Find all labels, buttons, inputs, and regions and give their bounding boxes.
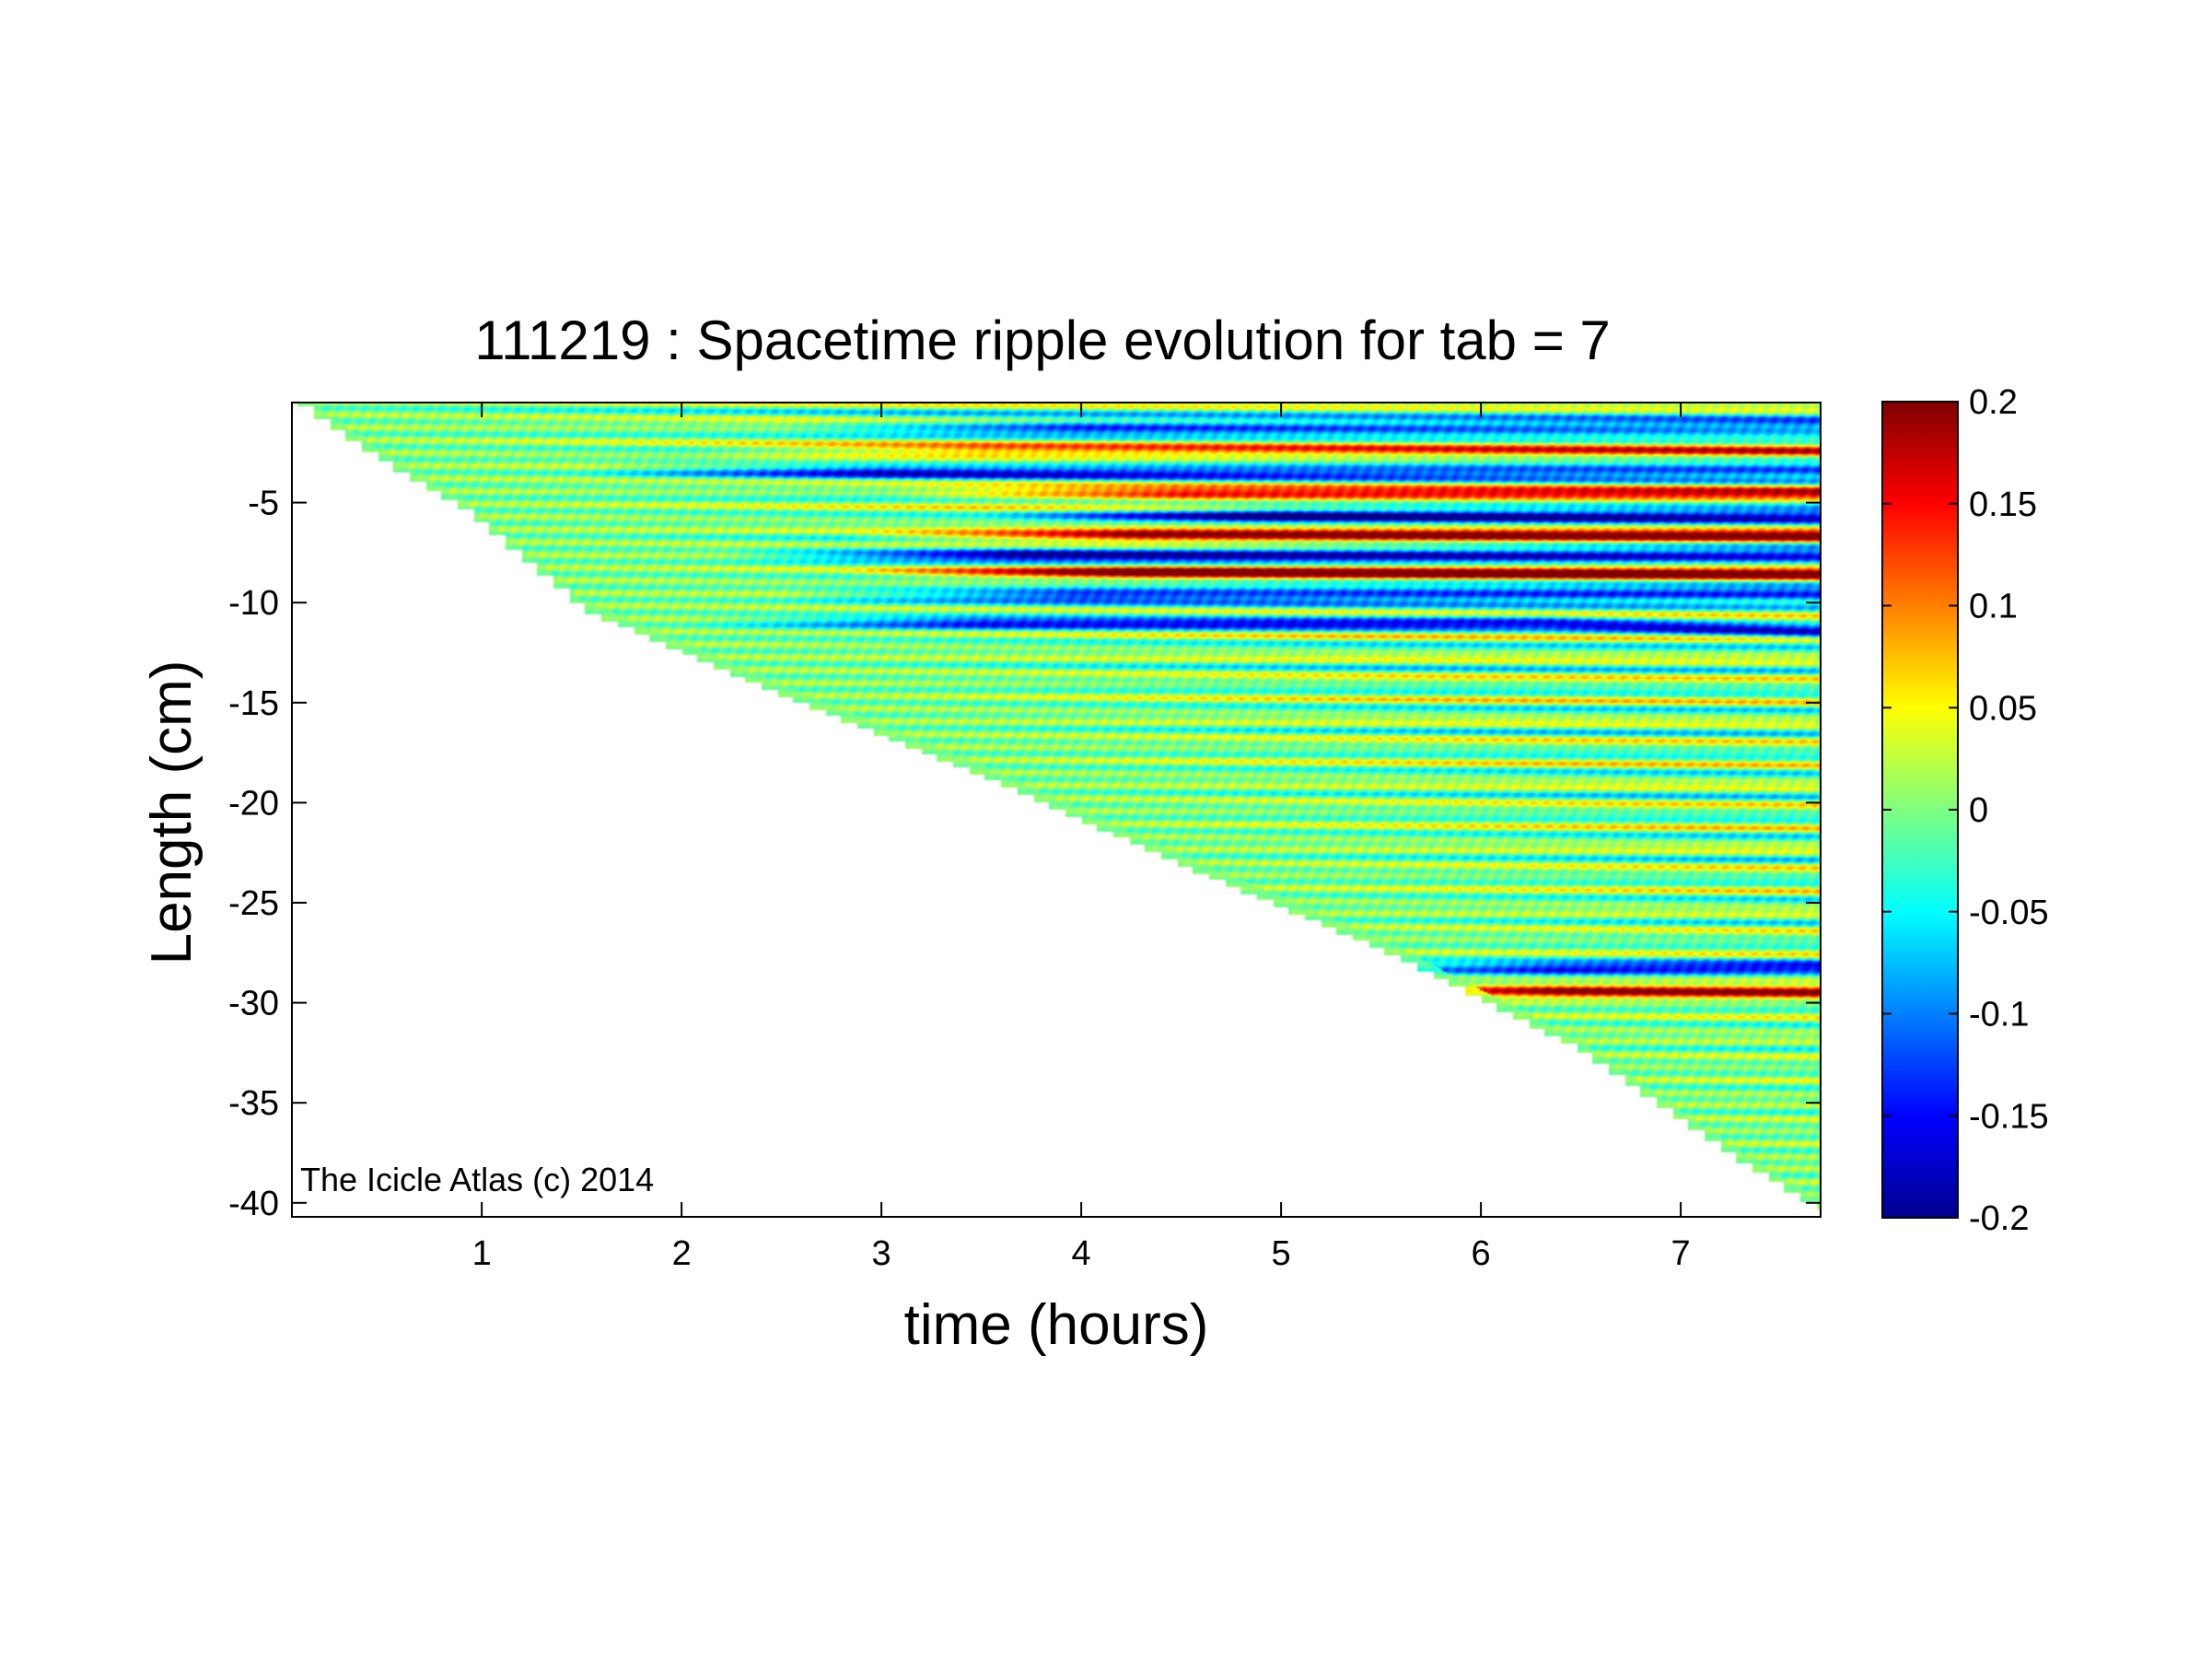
plot-area-frame xyxy=(291,402,1822,1218)
y-tick-label: -25 xyxy=(228,884,279,923)
copyright-annotation: The Icicle Atlas (c) 2014 xyxy=(300,1161,654,1198)
colorbar-tick-label: 0.05 xyxy=(1969,689,2037,728)
y-tick-label: -10 xyxy=(228,584,279,623)
heatmap-plot xyxy=(292,403,1821,1217)
colorbar-tick-label: -0.15 xyxy=(1969,1097,2049,1136)
colorbar-tick-label: 0.1 xyxy=(1969,588,2018,626)
heatmap-image-container xyxy=(292,403,1821,1217)
colorbar-tick-label: 0 xyxy=(1969,791,1988,830)
chart-title: 111219 : Spacetime ripple evolution for … xyxy=(474,310,1611,371)
x-axis-title: time (hours) xyxy=(904,1293,1209,1357)
x-tick-label: 3 xyxy=(872,1234,891,1273)
colorbar-tick-label: -0.05 xyxy=(1969,894,2049,932)
colorbar-ticks: 0.2 0.15 0.1 0.05 0 -0.05 -0.1 -0.15 -0.2 xyxy=(1882,383,2049,1238)
x-tick-label: 2 xyxy=(672,1234,692,1273)
x-tick-label: 6 xyxy=(1472,1234,1491,1273)
y-tick-label: -30 xyxy=(228,985,279,1023)
y-tick-label: -15 xyxy=(228,684,279,723)
x-tick-label: 1 xyxy=(472,1234,492,1273)
colorbar: 0.2 0.15 0.1 0.05 0 -0.05 -0.1 -0.15 -0.2 xyxy=(1881,383,2049,1238)
y-tick-label: -20 xyxy=(228,784,279,823)
x-axis: 1 2 3 4 5 6 7 xyxy=(472,403,1691,1273)
colorbar-gradient xyxy=(1881,401,1959,1219)
y-tick-label: -5 xyxy=(248,485,279,523)
colorbar-tick-label: -0.2 xyxy=(1969,1199,2029,1238)
colorbar-tick-label: -0.1 xyxy=(1969,996,2029,1034)
y-axis-title: Length (cm) xyxy=(140,660,204,965)
y-tick-label: -35 xyxy=(228,1084,279,1123)
y-tick-label: -40 xyxy=(228,1185,279,1223)
colorbar-tick-label: 0.2 xyxy=(1969,383,2018,422)
colorbar-tick-label: 0.15 xyxy=(1969,485,2037,524)
x-tick-label: 7 xyxy=(1671,1234,1691,1273)
x-tick-label: 4 xyxy=(1072,1234,1091,1273)
heatmap-image xyxy=(292,403,1821,1217)
x-tick-label: 5 xyxy=(1272,1234,1291,1273)
y-axis: -5 -10 -15 -20 -25 -30 -35 -40 xyxy=(228,485,1821,1223)
